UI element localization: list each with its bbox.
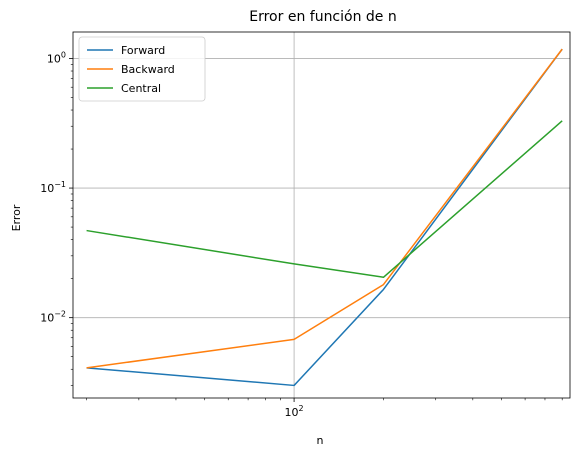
- x-axis-label: n: [317, 434, 324, 447]
- x-tick-label: 102: [285, 404, 304, 419]
- y-tick-label: 10−1: [40, 180, 66, 195]
- series-line-forward: [86, 48, 563, 387]
- y-tick-label: 10−2: [40, 310, 66, 325]
- series-layer: [86, 48, 563, 387]
- legend-label-central: Central: [121, 82, 161, 95]
- legend-label-backward: Backward: [121, 63, 175, 76]
- plot-frame: [72, 31, 571, 399]
- minor-ticks: [70, 64, 563, 401]
- y-axis-label: Error: [10, 204, 23, 231]
- series-line-central: [86, 120, 563, 279]
- legend-box: [78, 36, 206, 102]
- legend: Forward Backward Central: [78, 36, 206, 102]
- series-line-backward: [86, 48, 563, 369]
- legend-label-forward: Forward: [121, 44, 165, 57]
- major-ticks: 102 100 10−1 10−2: [40, 50, 303, 419]
- y-tick-label: 100: [47, 50, 66, 65]
- chart-title: Error en función de n: [249, 9, 397, 25]
